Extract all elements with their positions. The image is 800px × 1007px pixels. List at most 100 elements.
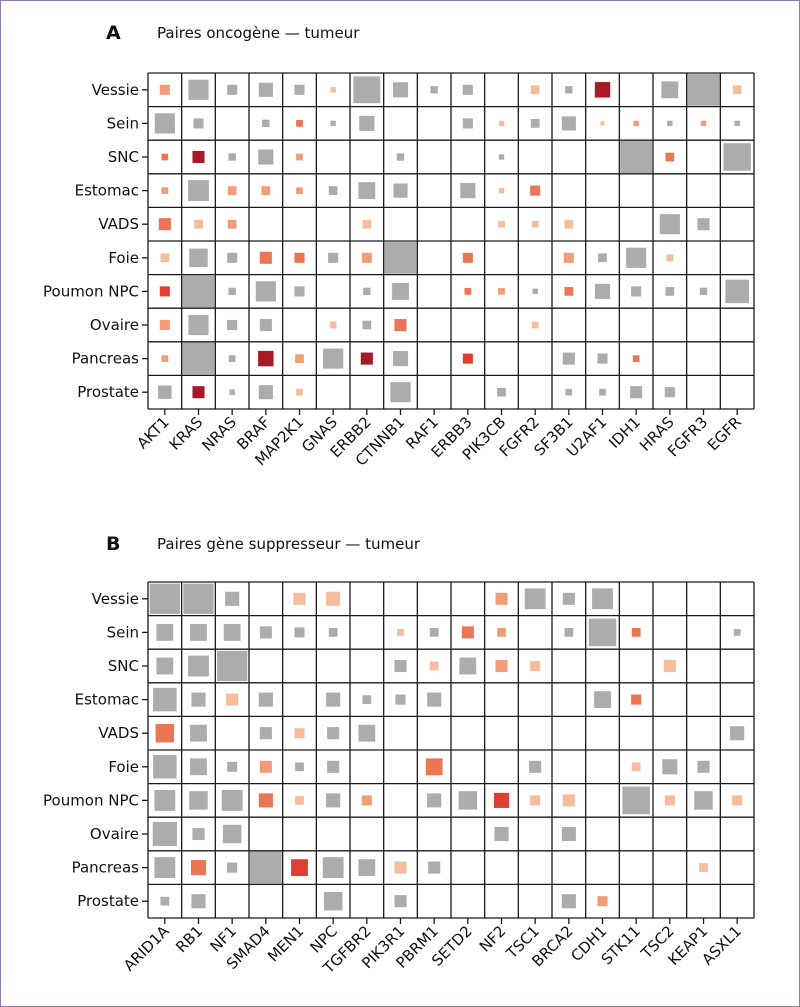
heatmap-cell-sein-fgfr3 [700,120,707,127]
heatmap-cell-vessie-hras [661,81,679,99]
heatmap-cell-poumon-npc-rb1 [189,791,208,810]
heatmap-cell-pancreas-rb1 [190,860,207,876]
heatmap-cell-foie-npc [327,760,340,773]
row-label: Ovaire [90,825,139,843]
heatmap-cell-poumon-npc-npc [326,793,341,808]
heatmap-cell-sein-nf1 [223,624,241,641]
heatmap-cell-foie-gnas [328,252,339,263]
heatmap-cell-vessie-brca2 [562,592,575,605]
row-label: VADS [98,215,139,233]
heatmap-cell-sein-nf2 [497,628,506,637]
heatmap-cell-foie-u2af1 [598,253,607,263]
heatmap-cell-sein-idh1 [633,120,639,127]
heatmap-cell-poumon-npc-men1 [295,796,304,805]
heatmap-cell-estomac-pik3r1 [395,694,406,705]
heatmap-cell-snc-pbrm1 [429,661,439,671]
heatmap-cell-vads-smad4 [259,727,272,740]
heatmap-cell-foie-pbrm1 [425,758,443,776]
column-label: MEN1 [264,922,307,965]
heatmap-cell-pancreas-u2af1 [597,353,608,364]
row-label: SNC [108,657,139,675]
heatmap-cell-vessie-kras [188,79,209,100]
heatmap-cell-snc-hras [665,152,675,162]
heatmap-cell-prostate-nras [229,389,235,395]
row-label: Prostate [77,892,139,910]
heatmap-cell-sein-arid1a [156,624,174,641]
heatmap-cell-sein-pbrm1 [429,628,439,637]
panel-a-title: Paires oncogène — tumeur [157,24,360,42]
heatmap-cell-pancreas-nf1 [227,862,238,873]
heatmap-cell-vessie-erbb3 [462,84,473,95]
heatmap-cell-vads-nras [227,219,237,229]
heatmap-cell-poumon-npc-pik3cb [498,288,505,295]
heatmap-cell-vads-asxl1 [730,726,745,741]
heatmap-cell-vads-sf3b1 [564,219,574,229]
heatmap-cell-poumon-npc-hras [665,287,675,296]
heatmap-cell-foie-braf [259,251,272,264]
heatmap-cell-estomac-map2k1 [296,187,303,194]
heatmap-cell-prostate-arid1a [160,896,170,906]
heatmap-cell-vessie-npc [326,591,341,606]
heatmap-cell-sein-hras [667,120,673,127]
heatmap-cell-foie-nras [227,252,238,263]
heatmap-cell-vads-npc [327,727,340,740]
heatmap-cell-foie-erbb2 [361,252,372,263]
heatmap-cell-estomac-arid1a [153,687,177,712]
heatmap-cell-estomac-rb1 [191,692,206,707]
heatmap-cell-snc-tsc1 [530,660,541,672]
heatmap-cell-pancreas-npc [322,857,344,879]
heatmap-cell-vessie-braf [258,82,273,97]
heatmap-cell-prostate-kras [192,386,205,399]
heatmap-cell-pancreas-idh1 [632,355,640,362]
heatmap-cell-ovaire-akt1 [159,319,170,331]
heatmap-cell-snc-egfr [723,143,751,171]
heatmap-cell-prostate-pik3r1 [394,895,407,908]
heatmap-cell-prostate-sf3b1 [565,388,573,396]
heatmap-cell-pancreas-akt1 [161,355,169,362]
heatmap-cell-snc-setd2 [459,657,477,675]
heatmap-cell-prostate-cdh1 [597,896,608,907]
heatmap-cell-ovaire-ctnnb1 [394,318,407,332]
heatmap-cell-vessie-map2k1 [294,84,305,95]
heatmap-cell-prostate-u2af1 [599,388,606,396]
heatmap-cell-ovaire-nf1 [222,824,242,844]
column-label: RB1 [172,922,206,956]
heatmap-cell-prostate-npc [323,891,343,911]
heatmap-cell-pancreas-arid1a [154,857,176,879]
heatmap-cell-pancreas-pik3r1 [394,861,407,874]
heatmap-cell-vessie-egfr [732,85,742,95]
heatmap-cell-sein-u2af1 [600,121,605,126]
heatmap-cell-sein-sf3b1 [561,116,576,131]
heatmap-cell-vads-arid1a [155,723,175,743]
heatmap-cell-estomac-erbb3 [460,183,476,199]
heatmap-cell-pancreas-tgfbr2 [358,859,376,876]
heatmap-cell-sein-asxl1 [733,629,741,636]
heatmap-cell-poumon-npc-egfr [725,279,749,304]
heatmap-cell-pancreas-ctnnb1 [392,351,409,367]
row-label: Estomac [75,691,139,709]
heatmap-cell-estomac-kras [188,180,209,202]
heatmap-cell-poumon-npc-kras [182,275,215,308]
heatmap-cell-sein-cdh1 [588,618,617,647]
heatmap-cell-estomac-stk11 [631,694,642,705]
heatmap-cell-foie-akt1 [160,253,170,263]
row-label: Foie [108,758,139,776]
heatmap-cell-estomac-nf1 [226,693,239,706]
heatmap-cell-vads-hras [659,214,680,235]
row-label: Estomac [75,182,139,200]
heatmap-cell-poumon-npc-map2k1 [294,286,305,297]
row-label: Pancreas [72,859,140,877]
heatmap-cell-sein-akt1 [154,113,175,134]
heatmap-cell-pancreas-keap1 [699,863,708,872]
heatmap-cell-sein-braf [262,119,270,128]
heatmap-cell-ovaire-nf2 [494,826,509,842]
heatmap-cell-foie-tsc1 [529,760,542,773]
heatmap-cell-poumon-npc-ctnnb1 [392,283,409,300]
heatmap-cell-sein-men1 [294,627,305,638]
heatmap-cell-prostate-pik3cb [497,387,506,397]
heatmap-cell-vessie-sf3b1 [565,86,573,94]
heatmap-cell-snc-ctnnb1 [396,153,405,161]
row-label: Pancreas [72,350,140,368]
row-label: Ovaire [90,316,139,334]
heatmap-cell-snc-nras [228,153,236,161]
